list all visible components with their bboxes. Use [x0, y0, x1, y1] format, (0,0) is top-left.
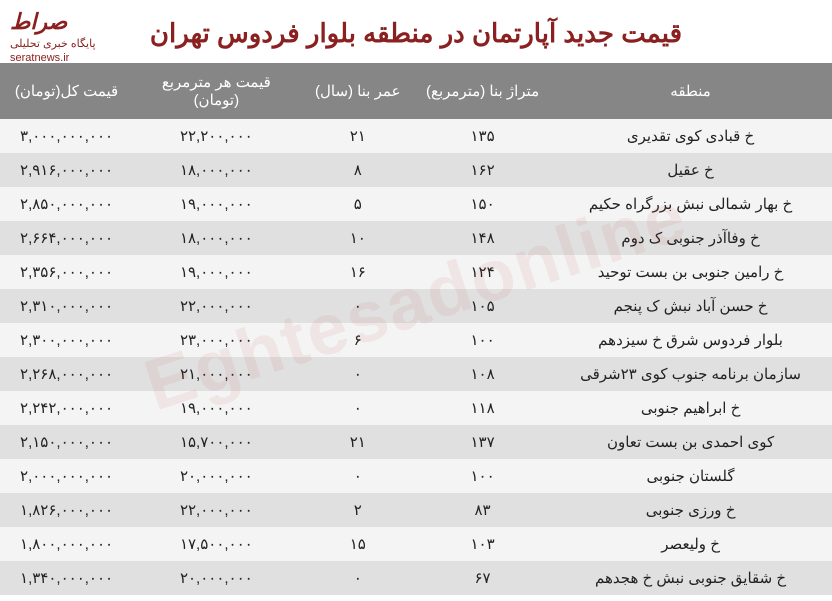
cell-region: خ ابراهیم جنوبی [549, 391, 832, 425]
cell-region: کوی احمدی بن بست تعاون [549, 425, 832, 459]
cell-total: ۱,۸۰۰,۰۰۰,۰۰۰ [0, 527, 133, 561]
cell-age: ۵ [300, 187, 416, 221]
cell-area: ۱۲۴ [416, 255, 549, 289]
cell-total: ۲,۲۶۸,۰۰۰,۰۰۰ [0, 357, 133, 391]
cell-ppm: ۱۵,۷۰۰,۰۰۰ [133, 425, 299, 459]
cell-total: ۲,۲۴۲,۰۰۰,۰۰۰ [0, 391, 133, 425]
cell-total: ۲,۳۱۰,۰۰۰,۰۰۰ [0, 289, 133, 323]
table-row: خ قبادی کوی تقدیری۱۳۵۲۱۲۲,۲۰۰,۰۰۰۳,۰۰۰,۰… [0, 119, 832, 153]
table-row: کوی احمدی بن بست تعاون۱۳۷۲۱۱۵,۷۰۰,۰۰۰۲,۱… [0, 425, 832, 459]
cell-total: ۲,۰۰۰,۰۰۰,۰۰۰ [0, 459, 133, 493]
price-table: منطقه متراژ بنا (مترمربع) عمر بنا (سال) … [0, 63, 832, 595]
cell-age: ۱۵ [300, 527, 416, 561]
cell-area: ۱۰۰ [416, 323, 549, 357]
logo-url: seratnews.ir [10, 51, 96, 65]
cell-age: ۶ [300, 323, 416, 357]
cell-region: خ عقیل [549, 153, 832, 187]
cell-area: ۱۱۸ [416, 391, 549, 425]
cell-area: ۱۰۸ [416, 357, 549, 391]
cell-region: خ رامین جنوبی بن بست توحید [549, 255, 832, 289]
cell-ppm: ۲۲,۰۰۰,۰۰۰ [133, 289, 299, 323]
table-row: خ ابراهیم جنوبی۱۱۸۰۱۹,۰۰۰,۰۰۰۲,۲۴۲,۰۰۰,۰… [0, 391, 832, 425]
cell-area: ۱۰۰ [416, 459, 549, 493]
site-logo: صراط پایگاه خبری تحلیلی seratnews.ir [10, 8, 96, 65]
cell-age: ۰ [300, 289, 416, 323]
cell-age: ۲ [300, 493, 416, 527]
table-row: سازمان برنامه جنوب کوی ۲۳شرقی۱۰۸۰۲۱,۰۰۰,… [0, 357, 832, 391]
cell-total: ۲,۱۵۰,۰۰۰,۰۰۰ [0, 425, 133, 459]
cell-region: سازمان برنامه جنوب کوی ۲۳شرقی [549, 357, 832, 391]
cell-age: ۰ [300, 391, 416, 425]
cell-area: ۱۰۳ [416, 527, 549, 561]
table-row: خ حسن آباد نبش ک پنجم۱۰۵۰۲۲,۰۰۰,۰۰۰۲,۳۱۰… [0, 289, 832, 323]
table-row: خ رامین جنوبی بن بست توحید۱۲۴۱۶۱۹,۰۰۰,۰۰… [0, 255, 832, 289]
cell-region: خ ولیعصر [549, 527, 832, 561]
cell-ppm: ۲۰,۰۰۰,۰۰۰ [133, 459, 299, 493]
cell-total: ۲,۶۶۴,۰۰۰,۰۰۰ [0, 221, 133, 255]
cell-ppm: ۲۳,۰۰۰,۰۰۰ [133, 323, 299, 357]
cell-ppm: ۱۹,۰۰۰,۰۰۰ [133, 255, 299, 289]
logo-brand: صراط [10, 8, 96, 37]
cell-ppm: ۱۹,۰۰۰,۰۰۰ [133, 187, 299, 221]
cell-age: ۰ [300, 459, 416, 493]
cell-ppm: ۱۸,۰۰۰,۰۰۰ [133, 153, 299, 187]
cell-region: خ قبادی کوی تقدیری [549, 119, 832, 153]
cell-age: ۱۶ [300, 255, 416, 289]
cell-age: ۰ [300, 357, 416, 391]
cell-total: ۲,۳۵۶,۰۰۰,۰۰۰ [0, 255, 133, 289]
cell-area: ۱۵۰ [416, 187, 549, 221]
page-title: قیمت جدید آپارتمان در منطقه بلوار فردوس … [0, 18, 832, 49]
cell-region: خ حسن آباد نبش ک پنجم [549, 289, 832, 323]
cell-total: ۲,۳۰۰,۰۰۰,۰۰۰ [0, 323, 133, 357]
cell-area: ۸۳ [416, 493, 549, 527]
cell-area: ۱۰۵ [416, 289, 549, 323]
cell-region: بلوار فردوس شرق خ سیزدهم [549, 323, 832, 357]
cell-ppm: ۱۷,۵۰۰,۰۰۰ [133, 527, 299, 561]
cell-area: ۱۳۵ [416, 119, 549, 153]
title-container: قیمت جدید آپارتمان در منطقه بلوار فردوس … [0, 0, 832, 63]
table-row: خ وفاآذر جنوبی ک دوم۱۴۸۱۰۱۸,۰۰۰,۰۰۰۲,۶۶۴… [0, 221, 832, 255]
cell-region: خ بهار شمالی نبش بزرگراه حکیم [549, 187, 832, 221]
cell-ppm: ۱۸,۰۰۰,۰۰۰ [133, 221, 299, 255]
cell-area: ۱۴۸ [416, 221, 549, 255]
cell-region: خ ورزی جنوبی [549, 493, 832, 527]
cell-age: ۰ [300, 561, 416, 595]
cell-age: ۸ [300, 153, 416, 187]
table-row: خ ولیعصر۱۰۳۱۵۱۷,۵۰۰,۰۰۰۱,۸۰۰,۰۰۰,۰۰۰ [0, 527, 832, 561]
cell-ppm: ۲۰,۰۰۰,۰۰۰ [133, 561, 299, 595]
col-region-header: منطقه [549, 63, 832, 119]
cell-total: ۲,۹۱۶,۰۰۰,۰۰۰ [0, 153, 133, 187]
col-age-header: عمر بنا (سال) [300, 63, 416, 119]
col-ppm-header: قیمت هر مترمربع (تومان) [133, 63, 299, 119]
cell-ppm: ۲۱,۰۰۰,۰۰۰ [133, 357, 299, 391]
cell-age: ۱۰ [300, 221, 416, 255]
header-row: منطقه متراژ بنا (مترمربع) عمر بنا (سال) … [0, 63, 832, 119]
table-row: گلستان جنوبی۱۰۰۰۲۰,۰۰۰,۰۰۰۲,۰۰۰,۰۰۰,۰۰۰ [0, 459, 832, 493]
cell-ppm: ۱۹,۰۰۰,۰۰۰ [133, 391, 299, 425]
table-row: خ شقایق جنوبی نبش خ هجدهم۶۷۰۲۰,۰۰۰,۰۰۰۱,… [0, 561, 832, 595]
table-row: خ عقیل۱۶۲۸۱۸,۰۰۰,۰۰۰۲,۹۱۶,۰۰۰,۰۰۰ [0, 153, 832, 187]
cell-ppm: ۲۲,۲۰۰,۰۰۰ [133, 119, 299, 153]
cell-total: ۲,۸۵۰,۰۰۰,۰۰۰ [0, 187, 133, 221]
cell-area: ۱۳۷ [416, 425, 549, 459]
col-total-header: قیمت کل(تومان) [0, 63, 133, 119]
cell-total: ۱,۸۲۶,۰۰۰,۰۰۰ [0, 493, 133, 527]
cell-region: خ شقایق جنوبی نبش خ هجدهم [549, 561, 832, 595]
cell-age: ۲۱ [300, 425, 416, 459]
col-area-header: متراژ بنا (مترمربع) [416, 63, 549, 119]
cell-region: گلستان جنوبی [549, 459, 832, 493]
cell-age: ۲۱ [300, 119, 416, 153]
table-row: خ ورزی جنوبی۸۳۲۲۲,۰۰۰,۰۰۰۱,۸۲۶,۰۰۰,۰۰۰ [0, 493, 832, 527]
table-row: خ بهار شمالی نبش بزرگراه حکیم۱۵۰۵۱۹,۰۰۰,… [0, 187, 832, 221]
table-head: منطقه متراژ بنا (مترمربع) عمر بنا (سال) … [0, 63, 832, 119]
cell-area: ۱۶۲ [416, 153, 549, 187]
cell-region: خ وفاآذر جنوبی ک دوم [549, 221, 832, 255]
logo-sub: پایگاه خبری تحلیلی [10, 37, 96, 51]
cell-area: ۶۷ [416, 561, 549, 595]
cell-total: ۱,۳۴۰,۰۰۰,۰۰۰ [0, 561, 133, 595]
table-body: خ قبادی کوی تقدیری۱۳۵۲۱۲۲,۲۰۰,۰۰۰۳,۰۰۰,۰… [0, 119, 832, 595]
table-row: بلوار فردوس شرق خ سیزدهم۱۰۰۶۲۳,۰۰۰,۰۰۰۲,… [0, 323, 832, 357]
cell-total: ۳,۰۰۰,۰۰۰,۰۰۰ [0, 119, 133, 153]
cell-ppm: ۲۲,۰۰۰,۰۰۰ [133, 493, 299, 527]
